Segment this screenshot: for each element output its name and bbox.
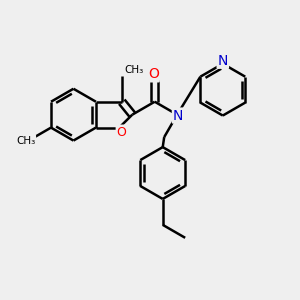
Text: N: N — [218, 54, 228, 68]
Text: CH₃: CH₃ — [16, 136, 35, 146]
Text: CH₃: CH₃ — [125, 65, 144, 76]
Text: O: O — [148, 68, 159, 81]
Text: O: O — [117, 125, 127, 139]
Text: N: N — [173, 109, 183, 122]
